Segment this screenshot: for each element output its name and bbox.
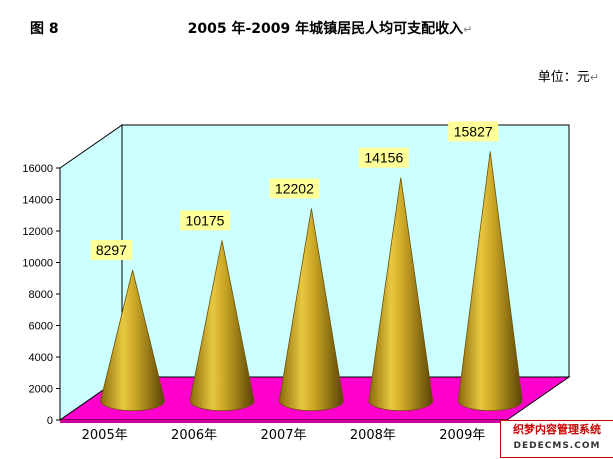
data-label: 10175 [186,212,225,228]
x-tick-label: 2007年 [260,428,306,443]
x-axis: 2005年 2006年 2007年 2008年 2009年 [82,428,486,443]
data-label-box [448,121,499,142]
chart-title-text: 2005 年-2009 年城镇居民人均可支配收入 [187,21,464,37]
unit-label: 单位：元↵ [538,66,599,85]
data-label: 14156 [364,150,403,166]
y-tick-label: 12000 [22,226,53,238]
x-tick-label: 2008年 [350,428,396,443]
watermark-logo: 织梦内容管理系统 DEDECMS.COM [500,420,613,458]
cone-body [457,151,523,412]
cone-bar: 15827 [448,121,523,412]
chart-title: 2005 年-2009 年城镇居民人均可支配收入↵ [160,18,500,38]
data-label-box [90,239,133,260]
floor-edge [60,420,507,423]
cone-bar: 14156 [358,147,434,412]
cone-body [100,269,166,412]
paragraph-mark-icon: ↵ [589,71,599,84]
y-tick-label: 4000 [29,352,53,364]
cone-bar: 10175 [180,210,255,412]
paragraph-mark-icon: ↵ [463,23,473,36]
y-tick-label: 0 [47,415,53,427]
watermark-cn: 织梦内容管理系统 [513,423,601,436]
data-label-box [180,210,230,231]
x-tick-label: 2009年 [439,428,485,443]
y-tick-label: 8000 [29,289,53,301]
data-label: 15827 [454,123,493,139]
y-tick-label: 16000 [22,163,53,175]
data-label-box [358,147,409,168]
cone-bar: 12202 [269,178,344,412]
watermark-en: DEDECMS.COM [513,441,601,451]
x-tick-label: 2006年 [171,428,217,443]
y-tick-label: 2000 [29,384,53,396]
cone-bar: 8297 [90,239,166,412]
cone-series: 8297 10175 12202 14156 15827 [90,121,523,412]
y-tick-label: 10000 [22,258,53,270]
cone-body [368,177,434,412]
figure-label: 图 8 [30,21,59,37]
cone-body [278,208,344,412]
data-label: 12202 [275,180,314,196]
y-axis: 0 2000 4000 6000 8000 10000 12000 14000 16000 [22,163,61,427]
data-label-box [269,178,320,199]
x-tick-label: 2005年 [82,428,128,443]
y-tick-label: 14000 [22,195,53,207]
y-tick-label: 6000 [29,321,53,333]
cone-body [189,240,255,412]
data-label: 8297 [96,242,127,258]
unit-label-text: 单位：元 [537,70,590,85]
